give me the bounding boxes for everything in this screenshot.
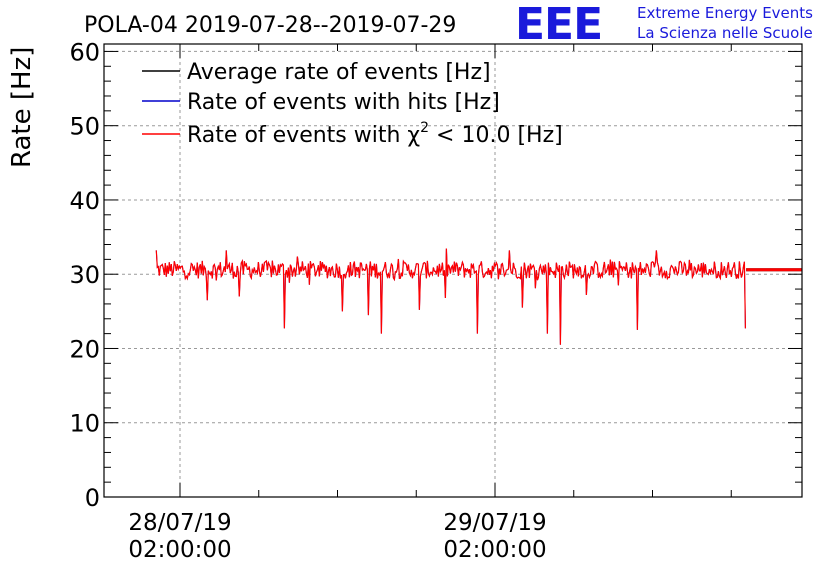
legend-label: Average rate of events [Hz] — [187, 60, 491, 85]
legend-label: Rate of events with χ2 < 10.0 [Hz] — [187, 120, 563, 148]
series-chi2-line — [155, 248, 746, 345]
legend-label: Rate of events with hits [Hz] — [187, 90, 500, 115]
eee-logo-mark: EEE — [515, 0, 602, 50]
eee-logo-line1: Extreme Energy Events — [637, 4, 813, 22]
x-tick-label-date: 28/07/19 — [128, 510, 231, 536]
plot-frame — [103, 43, 803, 498]
y-tick-label: 0 — [85, 484, 100, 512]
y-tick-label: 20 — [69, 335, 100, 363]
x-tick-label-time: 02:00:00 — [128, 537, 231, 563]
eee-logo-line2: La Scienza nelle Scuole — [637, 24, 813, 42]
y-tick-label: 40 — [69, 187, 100, 215]
plot-border — [103, 43, 803, 498]
chart-title: POLA-04 2019-07-28--2019-07-29 — [84, 13, 456, 38]
y-tick-label: 30 — [69, 261, 100, 289]
y-axis-label: Rate [Hz] — [7, 47, 37, 168]
y-tick-label: 50 — [69, 113, 100, 141]
y-axis: 0 10 20 30 40 50 60 — [69, 38, 802, 512]
series-layer — [155, 248, 802, 345]
x-tick-label-time: 02:00:00 — [443, 537, 546, 563]
y-tick-label: 10 — [69, 410, 100, 438]
grid-lines — [104, 44, 802, 497]
legend: Average rate of events [Hz] Rate of event… — [142, 60, 563, 148]
x-tick-label-date: 29/07/19 — [443, 510, 546, 536]
y-tick-label: 60 — [69, 38, 100, 66]
eee-logo: EEE Extreme Energy Events La Scienza nel… — [515, 0, 813, 50]
